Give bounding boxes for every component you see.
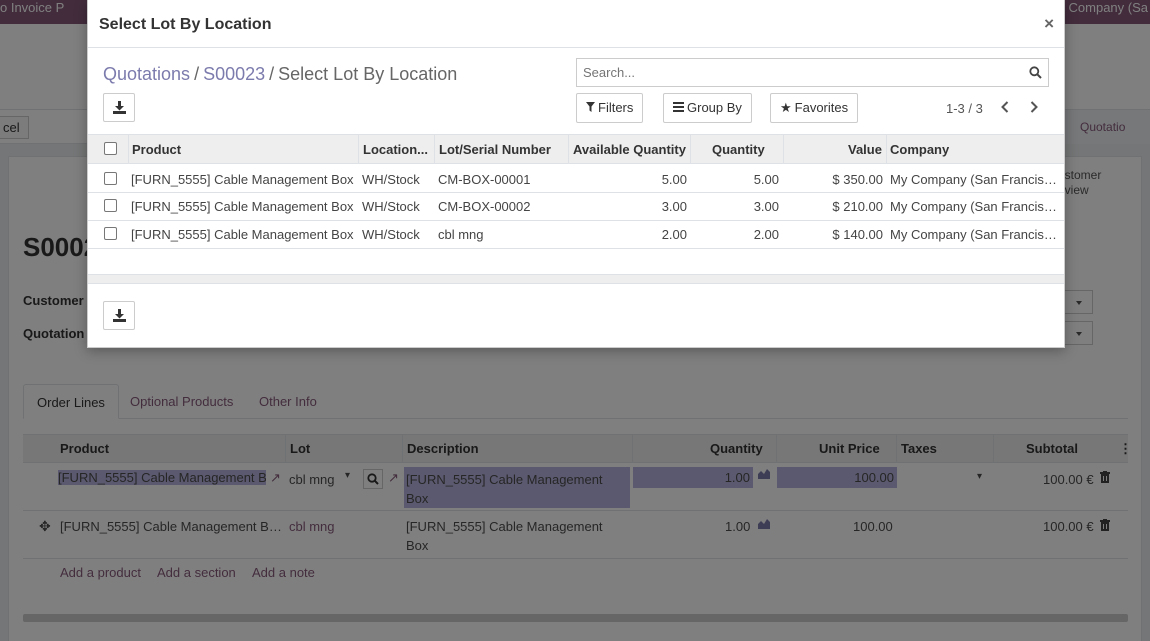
- dialog-title: Select Lot By Location: [99, 16, 272, 33]
- download-icon: [113, 101, 126, 114]
- select-lot-dialog: Select Lot By Location × Quotations / S000…: [87, 0, 1065, 348]
- download-icon: [113, 309, 126, 322]
- row-quantity: 3.00: [753, 199, 779, 214]
- breadcrumb-separator: /: [269, 64, 275, 84]
- row-value: $ 350.00: [832, 172, 883, 187]
- row-location: WH/Stock: [362, 199, 420, 214]
- row-value: $ 210.00: [832, 199, 883, 214]
- col-divider: [690, 135, 691, 163]
- row-value: $ 140.00: [832, 227, 883, 242]
- col-available-quantity[interactable]: Available Quantity: [573, 142, 686, 157]
- star-icon: ★: [780, 100, 792, 115]
- col-company[interactable]: Company: [890, 142, 950, 157]
- col-location[interactable]: Location...: [363, 142, 428, 157]
- bars-icon: [673, 102, 684, 112]
- search-bar: [576, 58, 1049, 87]
- lot-list-header: Product Location... Lot/Serial Number Av…: [88, 134, 1064, 164]
- col-divider: [128, 135, 129, 163]
- row-company: My Company (San Francisco): [890, 199, 1058, 214]
- row-checkbox[interactable]: [104, 227, 117, 240]
- col-divider: [886, 135, 887, 163]
- row-company: My Company (San Francisco): [890, 227, 1058, 242]
- search-icon[interactable]: [1029, 66, 1042, 82]
- filters-button[interactable]: Filters: [576, 93, 644, 123]
- lot-row[interactable]: [FURN_5555] Cable Management Box WH/Stoc…: [88, 221, 1064, 249]
- row-product: [FURN_5555] Cable Management Box: [131, 227, 354, 242]
- close-icon[interactable]: ×: [1044, 14, 1054, 33]
- export-button[interactable]: [103, 93, 135, 122]
- footer-export-button[interactable]: [103, 301, 135, 330]
- row-product: [FURN_5555] Cable Management Box: [131, 199, 354, 214]
- breadcrumb-separator: /: [194, 64, 200, 84]
- favorites-label: Favorites: [794, 100, 849, 115]
- row-available: 2.00: [661, 227, 687, 242]
- row-lot: cbl mng: [438, 227, 484, 242]
- col-divider: [434, 135, 435, 163]
- breadcrumb-quotations[interactable]: Quotations: [103, 64, 191, 84]
- pager-previous-icon[interactable]: [1001, 100, 1009, 116]
- filter-icon: [586, 102, 595, 112]
- row-company: My Company (San Francisco): [890, 172, 1058, 187]
- select-all-checkbox[interactable]: [104, 142, 117, 155]
- breadcrumb: Quotations / S00023/Select Lot By Location: [103, 64, 457, 85]
- group-by-label: Group By: [687, 100, 742, 115]
- pager-value[interactable]: 1-3 / 3: [946, 101, 983, 116]
- row-lot: CM-BOX-00001: [438, 172, 531, 187]
- row-checkbox[interactable]: [104, 172, 117, 185]
- row-location: WH/Stock: [362, 172, 420, 187]
- pager-next-icon[interactable]: [1030, 100, 1038, 116]
- list-footer: [88, 274, 1064, 284]
- col-lot-serial[interactable]: Lot/Serial Number: [439, 142, 551, 157]
- col-divider: [568, 135, 569, 163]
- row-checkbox[interactable]: [104, 199, 117, 212]
- row-available: 3.00: [661, 199, 687, 214]
- dialog-header: Select Lot By Location ×: [88, 0, 1064, 48]
- row-available: 5.00: [661, 172, 687, 187]
- col-divider: [783, 135, 784, 163]
- col-divider: [358, 135, 359, 163]
- favorites-button[interactable]: ★ Favorites: [770, 93, 859, 123]
- lot-row[interactable]: [FURN_5555] Cable Management Box WH/Stoc…: [88, 165, 1064, 193]
- breadcrumb-record[interactable]: S00023: [203, 64, 266, 84]
- search-input[interactable]: [577, 59, 1017, 86]
- row-product: [FURN_5555] Cable Management Box: [131, 172, 354, 187]
- col-quantity[interactable]: Quantity: [712, 142, 765, 157]
- breadcrumb-current: Select Lot By Location: [278, 64, 458, 84]
- row-quantity: 5.00: [753, 172, 779, 187]
- row-location: WH/Stock: [362, 227, 420, 242]
- col-value[interactable]: Value: [848, 142, 882, 157]
- filters-label: Filters: [598, 100, 634, 115]
- col-product[interactable]: Product: [132, 142, 182, 157]
- group-by-button[interactable]: Group By: [663, 93, 752, 123]
- row-lot: CM-BOX-00002: [438, 199, 531, 214]
- lot-row[interactable]: [FURN_5555] Cable Management Box WH/Stoc…: [88, 193, 1064, 221]
- row-quantity: 2.00: [753, 227, 779, 242]
